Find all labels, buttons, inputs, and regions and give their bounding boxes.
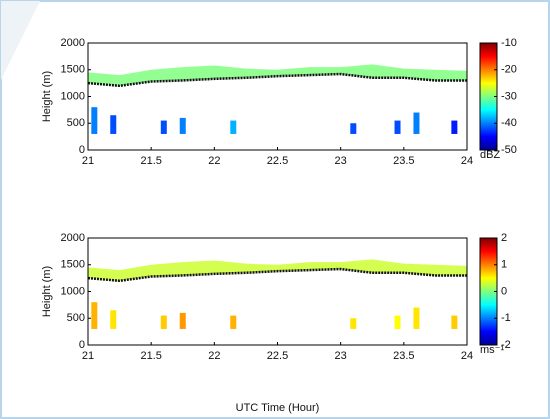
colorbar-tick-label: 1: [501, 259, 507, 271]
echo: [110, 310, 117, 329]
echo: [179, 117, 186, 134]
echo: [350, 123, 357, 134]
x-tick-label: 23: [335, 155, 347, 167]
x-tick-label: 21: [82, 155, 94, 167]
echo: [451, 120, 458, 134]
x-tick-label: 22: [208, 350, 220, 362]
y-axis-label: Height (m): [41, 266, 53, 317]
y-tick-label: 1000: [61, 90, 85, 102]
colorbar-tick-label: 2: [501, 232, 507, 244]
colorbar-tick-label: -30: [501, 90, 517, 102]
decor: [1, 1, 40, 80]
y-axis-label: Height (m): [41, 71, 53, 122]
colorbar-tick-label: -50: [501, 144, 517, 156]
x-axis-label: UTC Time (Hour): [236, 402, 320, 414]
y-tick-label: 2000: [61, 232, 85, 244]
plot-area: [88, 238, 467, 345]
x-tick-label: 23.5: [393, 350, 414, 362]
colorbar-tick-label: -10: [501, 37, 517, 49]
echo: [350, 318, 357, 329]
echo: [179, 312, 186, 329]
x-tick-label: 22.5: [267, 350, 288, 362]
x-tick-label: 21: [82, 350, 94, 362]
echo: [230, 120, 237, 134]
x-tick-label: 23: [335, 350, 347, 362]
y-tick-label: 0: [79, 144, 85, 156]
colorbar-tick-label: -1: [501, 312, 511, 324]
echo: [413, 112, 420, 134]
plot-area: [88, 43, 467, 150]
echo: [394, 315, 401, 329]
colorbar-tick-label: -2: [501, 339, 511, 351]
echo: [413, 307, 420, 329]
echo: [394, 120, 401, 134]
x-tick-label: 22.5: [267, 155, 288, 167]
cloud-base: [87, 72, 467, 88]
x-tick-label: 23.5: [393, 155, 414, 167]
echo: [160, 315, 167, 329]
echo: [451, 315, 458, 329]
y-tick-label: 1500: [61, 259, 85, 271]
echo: [91, 302, 98, 329]
y-tick-label: 2000: [61, 37, 85, 49]
colorbar-tick-label: -40: [501, 117, 517, 129]
colorbar-tick-label: -20: [501, 64, 517, 76]
x-tick-label: 24: [461, 155, 473, 167]
y-tick-label: 0: [79, 339, 85, 351]
colorbar-unit: dBZ: [480, 149, 500, 161]
y-tick-label: 1000: [61, 285, 85, 297]
y-tick-label: 500: [67, 312, 85, 324]
echo: [91, 107, 98, 134]
y-tick-label: 500: [67, 117, 85, 129]
x-tick-label: 21.5: [140, 155, 161, 167]
x-tick-label: 24: [461, 350, 473, 362]
x-tick-label: 21.5: [140, 350, 161, 362]
colorbar-unit: ms⁻¹: [480, 344, 504, 356]
echo: [110, 115, 117, 134]
y-tick-label: 1500: [61, 64, 85, 76]
colorbar-tick-label: 0: [501, 285, 507, 297]
x-tick-label: 22: [208, 155, 220, 167]
echo: [160, 120, 167, 134]
echo: [230, 315, 237, 329]
cloud-base: [87, 267, 467, 283]
